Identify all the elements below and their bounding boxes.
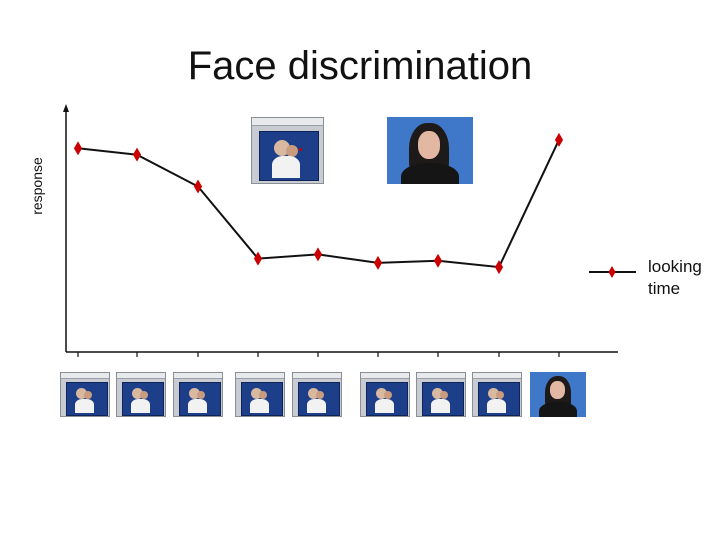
x-axis-thumbnail-1 [60,372,110,417]
legend-marker-sample [608,266,616,278]
data-point-marker [73,141,83,156]
data-point-marker [373,255,383,270]
top-stimulus-baby-thumbnail [251,117,324,184]
x-axis-thumbnail-7 [416,372,466,417]
data-point-marker [253,251,263,266]
x-axis-thumbnail-5 [292,372,342,417]
x-axis-thumbnail-6 [360,372,410,417]
data-point-marker [554,132,564,147]
data-point-marker [494,260,504,275]
y-axis-arrow [63,104,69,112]
data-point-marker [132,147,142,162]
x-axis-thumbnail-4 [235,372,285,417]
x-axis-thumbnail-2 [116,372,166,417]
legend-label-line2: time [648,279,681,298]
chart-title: Face discrimination [187,44,533,88]
legend-label: looking time [648,256,702,300]
x-axis-thumbnail-8 [472,372,522,417]
legend-label-line1: looking [648,257,702,276]
data-point-marker [193,179,203,194]
data-point-marker [433,253,443,268]
x-axis-thumbnail-3 [173,372,223,417]
top-stimulus-woman-portrait [387,117,473,184]
data-point-marker [313,247,323,262]
x-axis-thumbnail-9-woman [530,372,586,417]
